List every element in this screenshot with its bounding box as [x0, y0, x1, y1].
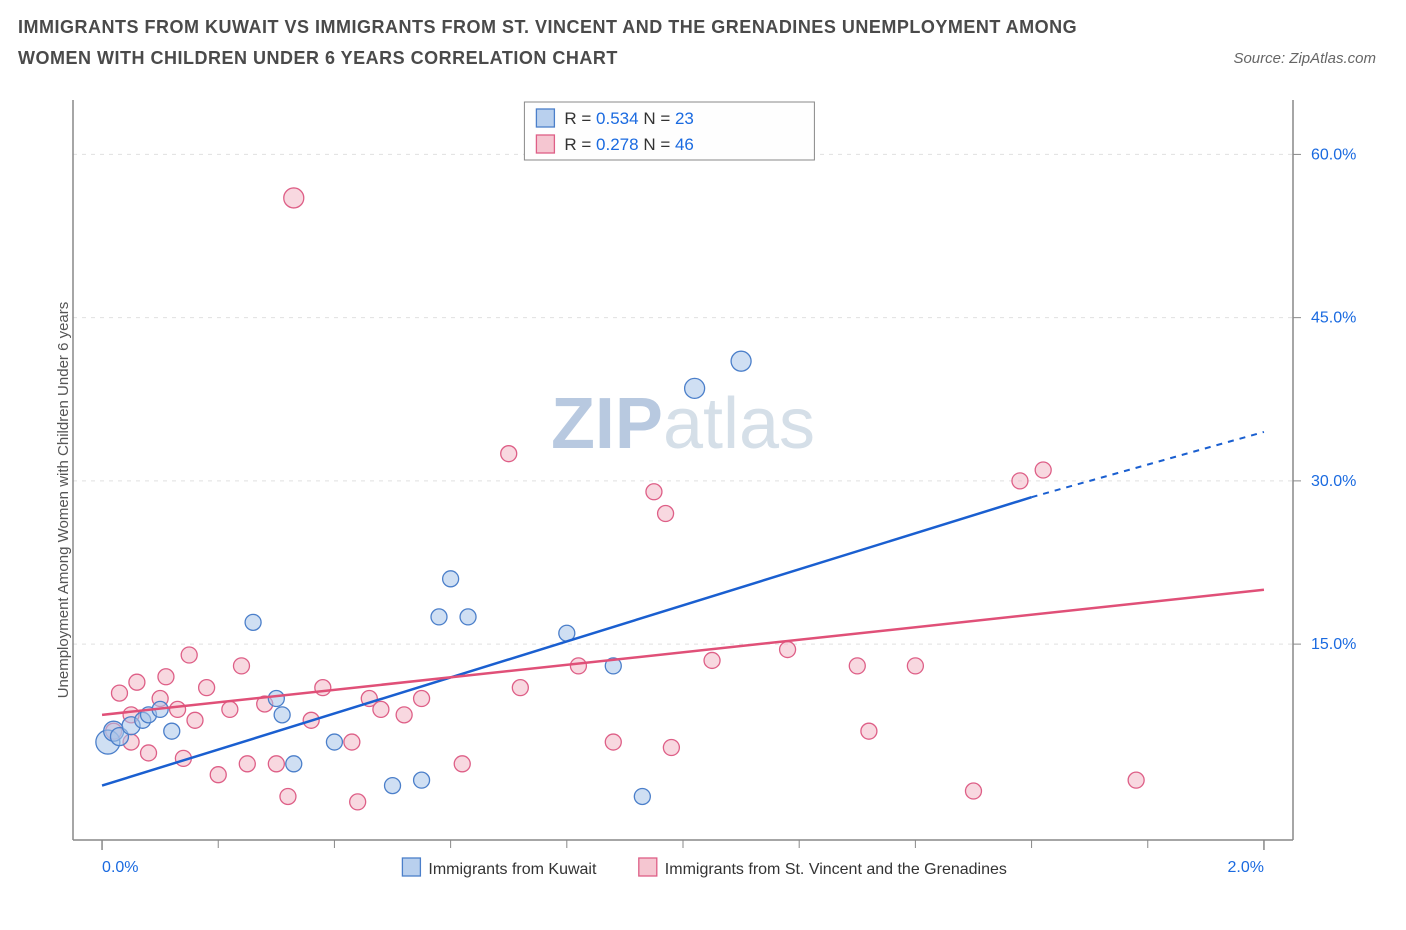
data-point: [222, 701, 238, 717]
legend-label: Immigrants from St. Vincent and the Gren…: [665, 861, 1007, 878]
x-tick-label: 2.0%: [1227, 859, 1263, 876]
y-tick-label: 15.0%: [1311, 636, 1356, 653]
data-point: [199, 680, 215, 696]
data-point: [111, 685, 127, 701]
watermark: ZIPatlas: [551, 384, 815, 464]
stats-row: R = 0.278 N = 46: [564, 135, 694, 154]
data-point: [1128, 772, 1144, 788]
data-point: [460, 609, 476, 625]
y-tick-label: 60.0%: [1311, 146, 1356, 163]
data-point: [274, 707, 290, 723]
data-point: [396, 707, 412, 723]
data-point: [315, 680, 331, 696]
data-point: [1012, 473, 1028, 489]
data-point: [268, 756, 284, 772]
data-point: [704, 652, 720, 668]
data-point: [512, 680, 528, 696]
legend-label: Immigrants from Kuwait: [428, 861, 597, 878]
data-point: [849, 658, 865, 674]
data-point: [326, 734, 342, 750]
data-point: [158, 669, 174, 685]
data-point: [164, 723, 180, 739]
data-point: [414, 691, 430, 707]
data-point: [284, 188, 304, 208]
data-point: [268, 691, 284, 707]
data-point: [141, 745, 157, 761]
y-tick-label: 30.0%: [1311, 473, 1356, 490]
chart-title: IMMIGRANTS FROM KUWAIT VS IMMIGRANTS FRO…: [18, 12, 1118, 73]
legend-swatch: [639, 858, 657, 876]
data-point: [239, 756, 255, 772]
x-tick-label: 0.0%: [102, 859, 138, 876]
data-point: [245, 614, 261, 630]
data-point: [634, 788, 650, 804]
data-point: [663, 740, 679, 756]
data-point: [286, 756, 302, 772]
data-point: [373, 701, 389, 717]
data-point: [344, 734, 360, 750]
data-point: [685, 378, 705, 398]
data-point: [385, 778, 401, 794]
legend-swatch: [536, 135, 554, 153]
data-point: [350, 794, 366, 810]
data-point: [605, 734, 621, 750]
data-point: [280, 788, 296, 804]
data-point: [170, 701, 186, 717]
data-point: [731, 351, 751, 371]
legend-swatch: [402, 858, 420, 876]
data-point: [658, 506, 674, 522]
stats-row: R = 0.534 N = 23: [564, 109, 694, 128]
data-point: [181, 647, 197, 663]
data-point: [454, 756, 470, 772]
data-point: [646, 484, 662, 500]
legend-swatch: [536, 109, 554, 127]
y-tick-label: 45.0%: [1311, 310, 1356, 327]
data-point: [861, 723, 877, 739]
correlation-scatter-chart: 0.0% 2.0% 15.0% 30.0% 45.0% 60.0% ZIPatlas R = …: [18, 90, 1388, 900]
data-point: [431, 609, 447, 625]
data-point: [501, 446, 517, 462]
data-point: [443, 571, 459, 587]
data-point: [1035, 462, 1051, 478]
data-point: [965, 783, 981, 799]
data-point: [414, 772, 430, 788]
data-point: [187, 712, 203, 728]
data-point: [129, 674, 145, 690]
data-point: [907, 658, 923, 674]
data-point: [210, 767, 226, 783]
data-point: [570, 658, 586, 674]
source-credit: Source: ZipAtlas.com: [1233, 50, 1376, 67]
data-point: [233, 658, 249, 674]
data-point: [780, 642, 796, 658]
